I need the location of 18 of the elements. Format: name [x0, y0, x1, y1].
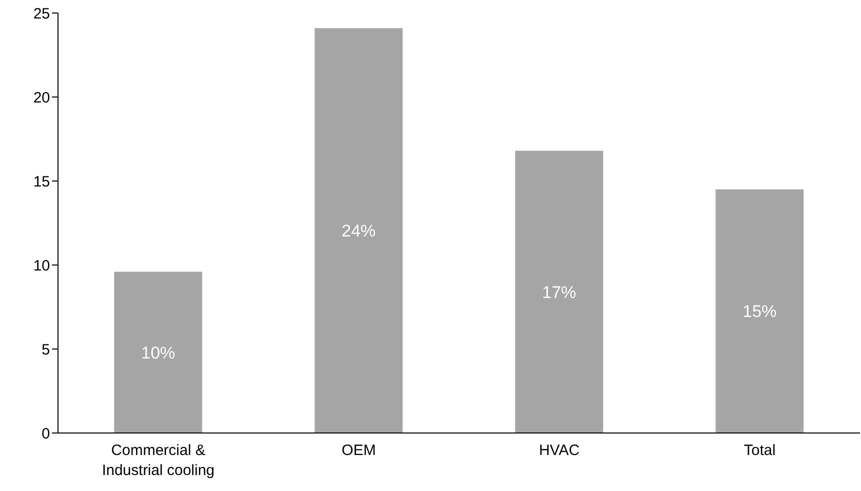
y-tick-label: 20 [33, 89, 50, 106]
y-tick-label: 25 [33, 5, 50, 22]
data-label: 15% [742, 302, 777, 322]
x-tick-label: HVAC [538, 442, 580, 459]
bar [314, 28, 403, 433]
y-tick-label: 10 [33, 257, 50, 274]
bar [515, 150, 604, 433]
data-label: 10% [141, 343, 176, 362]
bar [716, 189, 804, 433]
y-tick-label: 0 [42, 425, 50, 442]
data-label: 24% [342, 222, 376, 241]
y-tick-label: 5 [42, 341, 50, 358]
x-tick-label: OEM [342, 442, 376, 459]
y-tick-label: 15 [33, 173, 50, 190]
x-tick-label: Total [744, 442, 776, 459]
x-tick-label: Commercial & Industrial cooling [102, 442, 215, 479]
data-label: 17% [542, 282, 576, 302]
bar [114, 272, 202, 433]
